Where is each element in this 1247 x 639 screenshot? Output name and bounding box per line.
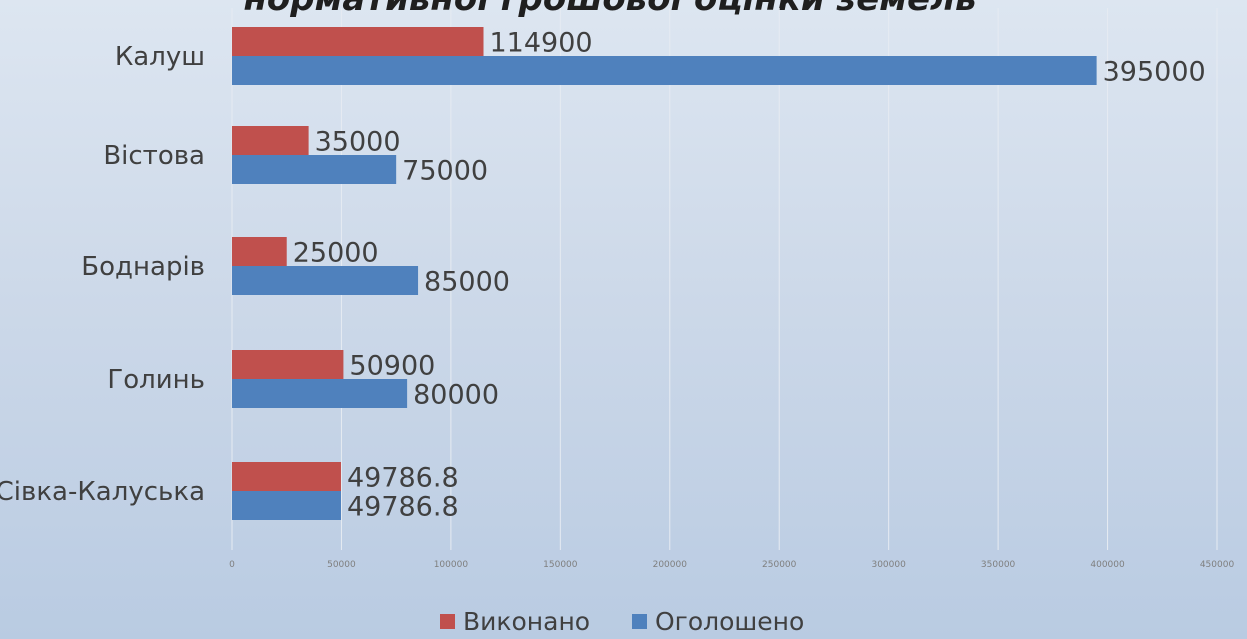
data-label: 49786.8 (347, 492, 459, 523)
tick-label: 400000 (1090, 560, 1125, 570)
bar-oholosheno (232, 155, 397, 184)
tick-label: 300000 (871, 560, 906, 570)
data-label: 114900 (490, 28, 593, 59)
legend-label-vykonano: Виконано (463, 607, 590, 636)
legend-swatch-oholosheno (632, 614, 647, 629)
tick-label: 350000 (981, 560, 1016, 570)
bar-vykonano (232, 350, 344, 379)
tick-label: 450000 (1200, 560, 1235, 570)
bar-vykonano (232, 27, 484, 56)
data-label: 80000 (413, 380, 499, 411)
data-label: 85000 (424, 267, 510, 298)
tick-label: 0 (229, 560, 235, 570)
bar-vykonano (232, 126, 309, 155)
bar-vykonano (232, 237, 287, 266)
legend-label-oholosheno: Оголошено (655, 607, 804, 636)
data-label: 25000 (293, 238, 379, 269)
category-label: Боднарів (81, 252, 205, 282)
data-label: 75000 (402, 156, 488, 187)
category-label: Вістова (103, 141, 205, 171)
data-label: 50900 (349, 351, 435, 382)
data-label: 35000 (315, 127, 401, 158)
tick-label: 50000 (327, 560, 356, 570)
category-label: Калуш (115, 42, 205, 72)
data-label: 49786.8 (347, 463, 459, 494)
data-label: 395000 (1103, 57, 1206, 88)
legend: Виконано Оголошено (440, 607, 804, 636)
bars (232, 27, 1097, 520)
tick-label: 250000 (762, 560, 797, 570)
bar-oholosheno (232, 491, 341, 520)
chart-title: нормативної грошової оцінки земель (243, 0, 976, 19)
category-label: Сівка-Калуська (0, 477, 205, 507)
bar-oholosheno (232, 379, 408, 408)
x-axis-ticks: 0 50000 100000 150000 200000 250000 300000 3500… (229, 560, 1234, 570)
bar-oholosheno (232, 56, 1097, 85)
category-label: Голинь (107, 365, 205, 395)
category-labels: Калуш Вістова Боднарів Голинь Сівка-Калуська (0, 42, 205, 507)
bar-vykonano (232, 462, 341, 491)
legend-swatch-vykonano (440, 614, 455, 629)
grid (231, 8, 1218, 550)
bar-oholosheno (232, 266, 419, 295)
tick-label: 200000 (653, 560, 688, 570)
tick-label: 150000 (543, 560, 578, 570)
tick-label: 100000 (434, 560, 469, 570)
